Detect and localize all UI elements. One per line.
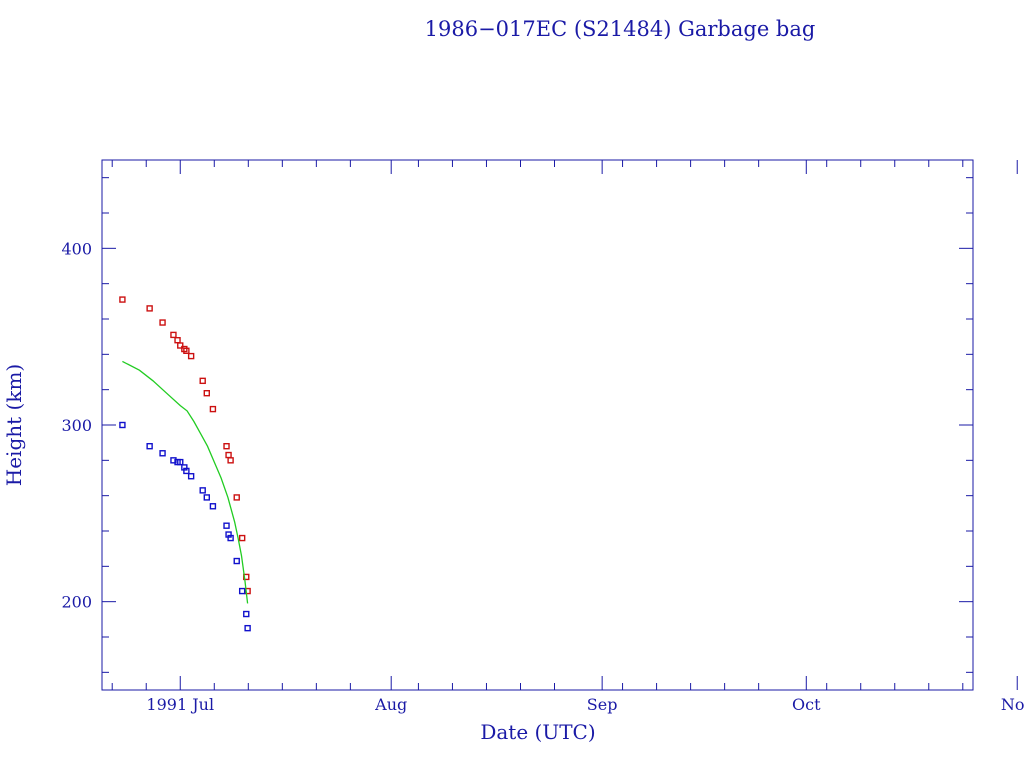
- perigee-point: [170, 457, 177, 464]
- x-tick-labels: 1991 Jul Aug Sep Oct Nov: [146, 695, 1024, 714]
- x-axis-label: Date (UTC): [480, 720, 595, 744]
- x-tick-label: Nov: [1001, 695, 1024, 714]
- apogee-point: [119, 296, 126, 303]
- y-tick-label: 200: [61, 593, 92, 612]
- perigee-point: [244, 624, 251, 632]
- perigee-point: [146, 443, 153, 450]
- apogee-point: [199, 377, 206, 385]
- x-tick-label: Aug: [374, 695, 407, 714]
- perigee-point: [209, 503, 217, 510]
- plot-frame: [101, 159, 974, 691]
- x-tick-label: Sep: [587, 695, 618, 714]
- mean-height-line: [122, 360, 249, 604]
- axis-ticks: [102, 160, 1018, 690]
- data-series: [119, 296, 251, 632]
- apogee-point: [146, 305, 153, 312]
- perigee-point: [119, 421, 126, 429]
- perigee-point: [183, 467, 190, 475]
- x-tick-label: Oct: [792, 695, 821, 714]
- y-axis-label: Height (km): [2, 364, 26, 486]
- apogee-point: [203, 390, 210, 397]
- perigee-point: [238, 587, 246, 595]
- apogee-point: [223, 443, 230, 450]
- perigee-point: [233, 557, 240, 565]
- perigee-point: [243, 610, 250, 618]
- apogee-point: [183, 347, 190, 354]
- x-tick-label: 1991 Jul: [146, 695, 214, 714]
- apogee-point: [238, 534, 246, 542]
- y-tick-labels: 200 300 400: [61, 239, 92, 611]
- perigee-point: [203, 494, 210, 501]
- y-tick-label: 400: [61, 239, 92, 258]
- apogee-point: [225, 451, 232, 459]
- apogee-point: [227, 457, 234, 464]
- perigee-point: [159, 450, 166, 457]
- perigee-point: [227, 534, 234, 542]
- apogee-point: [177, 342, 184, 349]
- perigee-point: [187, 473, 195, 480]
- apogee-point: [233, 494, 240, 501]
- apogee-point: [159, 319, 166, 326]
- perigee-point: [199, 487, 206, 494]
- chart-title: 1986−017EC (S21484) Garbage bag: [425, 17, 816, 41]
- apogee-point: [209, 405, 217, 413]
- apogee-point: [170, 331, 177, 339]
- apogee-point: [174, 337, 181, 344]
- apogee-point: [187, 352, 195, 360]
- y-tick-label: 300: [61, 416, 92, 435]
- perigee-point: [177, 458, 184, 466]
- perigee-point: [223, 522, 230, 529]
